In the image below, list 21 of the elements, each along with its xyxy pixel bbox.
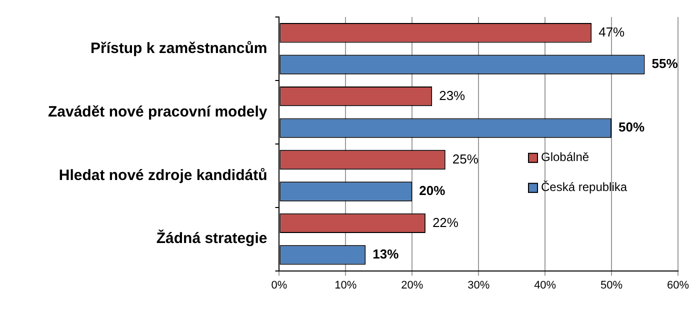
y-tick-label: Žádná strategie [156,229,268,248]
x-tick-label: 0% [271,279,288,292]
legend-label: Česká republika [541,180,628,194]
y-tick-label: Hledat nové zdroje kandidátů [58,166,268,184]
x-tick-label: 10% [334,279,357,292]
x-tick-label: 50% [600,279,623,292]
x-tick-label: 30% [468,279,490,292]
x-tick-label: 60% [666,279,690,292]
data-label: 55% [652,56,678,72]
x-tick-label: 40% [534,279,556,292]
data-label: 23% [439,88,466,103]
data-label: 20% [419,183,446,198]
data-label: 25% [452,151,479,166]
data-label: 47% [598,24,626,40]
data-label: 13% [372,246,400,262]
data-label: 50% [618,120,645,135]
data-label: 22% [432,214,459,230]
legend-label: Globálně [541,150,590,164]
y-tick-label: Přístup k zaměstnancům [90,40,268,57]
x-tick-label: 20% [401,279,424,292]
y-tick-label: Zavádět nové pracovní modely [48,103,268,120]
